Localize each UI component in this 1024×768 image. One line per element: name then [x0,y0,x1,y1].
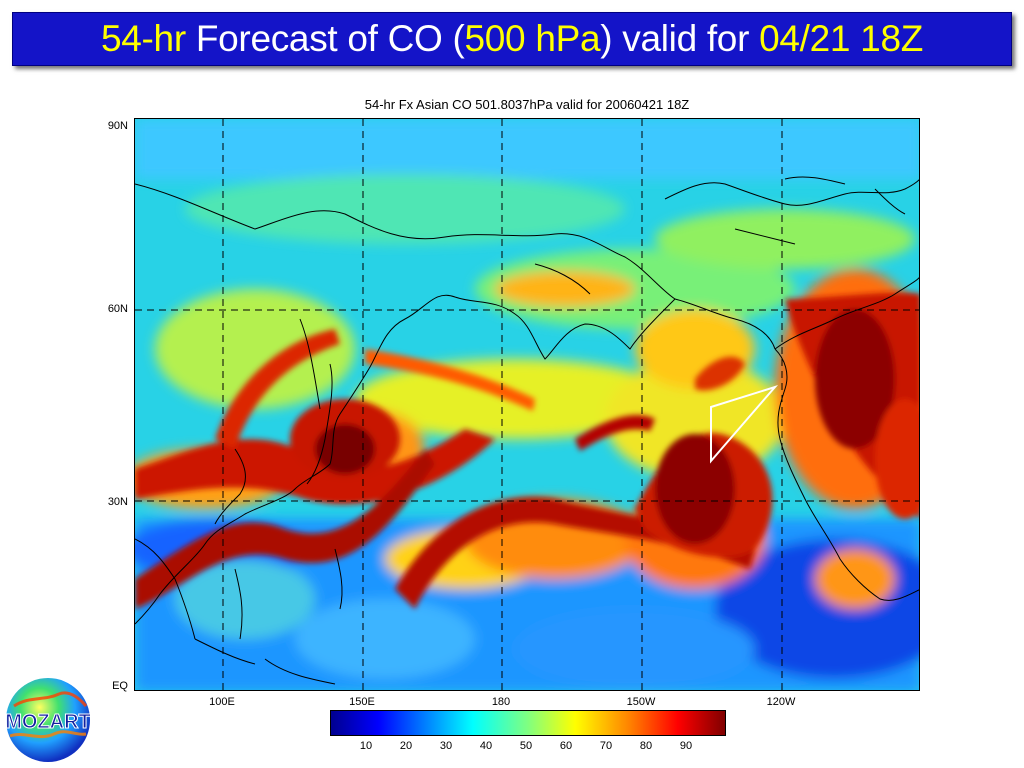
colorbar-tick-40: 40 [479,740,493,752]
mozart-logo: MOZART [5,678,91,762]
coastlines [135,176,919,685]
colorbar-tick-70: 70 [599,740,613,752]
x-tick-180: 180 [491,696,511,708]
title-forecast-of: Forecast of CO ( [185,18,465,59]
colorbar-tick-90: 90 [679,740,693,752]
title-bar: 54-hr Forecast of CO (500 hPa) valid for… [12,12,1012,66]
title-valid-for: ) valid for [600,18,760,59]
x-tick-120w: 120W [766,696,796,708]
colorbar-tick-60: 60 [559,740,573,752]
co-forecast-map [134,118,920,691]
y-tick-30n: 30N [107,496,128,508]
logo-text: MOZART [5,711,91,733]
title-date: 04/21 18Z [759,18,924,59]
graticule [135,119,919,690]
y-tick-90n: 90N [107,120,128,132]
co-field-low [135,119,919,690]
flight-track-marker [710,384,779,464]
plot-title: 54-hr Fx Asian CO 501.8037hPa valid for … [364,97,690,112]
x-tick-150e: 150E [349,696,375,708]
colorbar-tick-80: 80 [639,740,653,752]
y-tick-eq: EQ [112,680,128,692]
x-tick-150w: 150W [626,696,656,708]
colorbar-tick-50: 50 [519,740,533,752]
map-svg [135,119,919,690]
title-pressure: 500 hPa [464,18,601,59]
colorbar-tick-30: 30 [439,740,453,752]
colorbar [330,710,726,736]
co-field-high [135,292,919,609]
slide-title: 54-hr Forecast of CO (500 hPa) valid for… [101,18,923,60]
colorbar-tick-10: 10 [359,740,373,752]
title-hours: 54-hr [100,18,186,59]
y-tick-60n: 60N [107,303,128,315]
x-tick-100e: 100E [209,696,235,708]
colorbar-tick-20: 20 [399,740,413,752]
